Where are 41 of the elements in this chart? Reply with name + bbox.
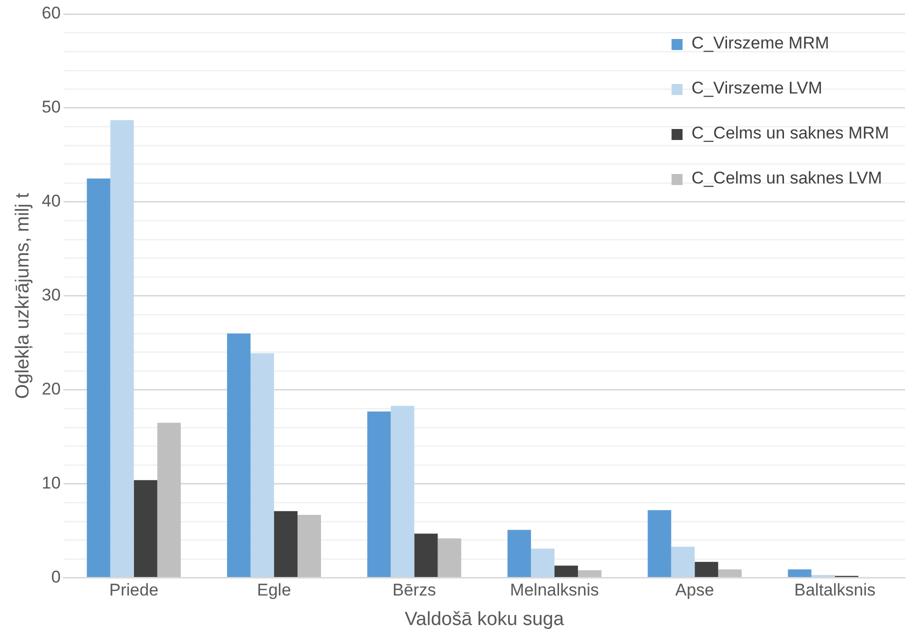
bar bbox=[250, 353, 274, 578]
bar bbox=[671, 546, 695, 578]
bar bbox=[298, 514, 322, 578]
bar bbox=[414, 534, 438, 578]
bar bbox=[390, 406, 414, 578]
x-tick-label: Baltalksnis bbox=[794, 580, 876, 600]
bar bbox=[507, 530, 531, 578]
x-tick-label: Bērzs bbox=[392, 580, 436, 600]
bar bbox=[648, 510, 672, 578]
bar bbox=[110, 120, 134, 578]
bar bbox=[227, 333, 251, 578]
bar bbox=[530, 548, 554, 578]
bar bbox=[788, 569, 812, 578]
y-tick-label: 20 bbox=[42, 380, 61, 399]
bar bbox=[694, 562, 718, 578]
bar bbox=[86, 178, 110, 578]
bar bbox=[718, 569, 742, 578]
bar bbox=[438, 538, 462, 578]
bar bbox=[811, 574, 835, 578]
bar bbox=[578, 570, 602, 578]
legend-label: C_Virszeme MRM bbox=[692, 34, 830, 53]
y-tick-label: 10 bbox=[42, 474, 61, 493]
y-tick-label: 60 bbox=[42, 4, 61, 23]
legend-label: C_Celms un saknes LVM bbox=[692, 168, 882, 188]
legend-label: C_Celms un saknes MRM bbox=[692, 124, 890, 143]
bar bbox=[274, 511, 298, 578]
bar bbox=[554, 566, 578, 578]
x-axis-title: Valdošā koku suga bbox=[404, 608, 564, 630]
x-tick-label: Melnalksnis bbox=[510, 580, 599, 600]
y-tick-label: 30 bbox=[42, 286, 61, 305]
bar bbox=[157, 422, 181, 578]
bar bbox=[134, 480, 158, 578]
x-tick-label: Apse bbox=[675, 580, 714, 600]
legend-label: C_Virszeme LVM bbox=[692, 78, 822, 98]
y-axis-title: Oglekļa uzkrājums, milj t bbox=[12, 192, 34, 399]
x-tick-label: Priede bbox=[109, 580, 158, 600]
y-tick-label: 0 bbox=[51, 567, 61, 586]
y-tick-label: 40 bbox=[42, 192, 61, 211]
bar bbox=[367, 411, 391, 578]
x-tick-label: Egle bbox=[257, 580, 292, 600]
y-tick-label: 50 bbox=[42, 98, 61, 117]
